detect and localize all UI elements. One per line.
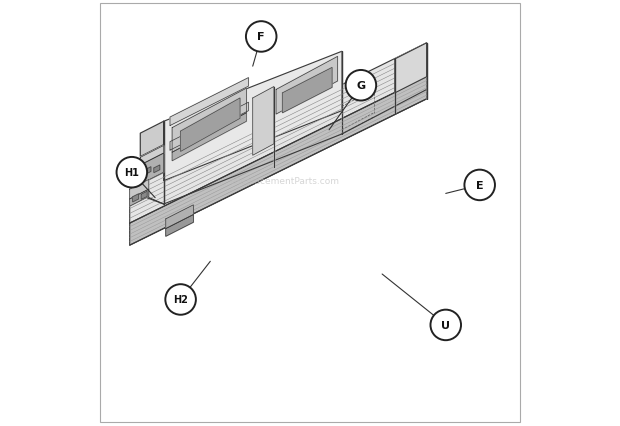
Circle shape xyxy=(246,22,277,52)
Polygon shape xyxy=(172,114,246,161)
Polygon shape xyxy=(180,99,240,152)
Circle shape xyxy=(430,310,461,340)
Polygon shape xyxy=(130,190,149,207)
Polygon shape xyxy=(170,103,249,151)
Polygon shape xyxy=(170,78,249,126)
Polygon shape xyxy=(283,68,332,114)
Polygon shape xyxy=(253,87,274,156)
Polygon shape xyxy=(140,154,164,184)
Polygon shape xyxy=(140,122,164,157)
Polygon shape xyxy=(133,194,139,202)
Polygon shape xyxy=(166,215,193,237)
Text: G: G xyxy=(356,81,365,91)
Polygon shape xyxy=(140,146,164,166)
Polygon shape xyxy=(154,166,160,173)
Polygon shape xyxy=(146,167,151,175)
Text: F: F xyxy=(257,32,265,42)
Polygon shape xyxy=(276,57,337,115)
Polygon shape xyxy=(395,44,427,94)
Text: U: U xyxy=(441,320,450,330)
Polygon shape xyxy=(172,89,246,153)
Polygon shape xyxy=(166,205,193,229)
Circle shape xyxy=(464,170,495,201)
Text: H1: H1 xyxy=(125,168,140,178)
Polygon shape xyxy=(130,180,149,199)
Polygon shape xyxy=(130,44,427,224)
Circle shape xyxy=(117,158,147,188)
Polygon shape xyxy=(141,192,147,200)
Text: eReplacementParts.com: eReplacementParts.com xyxy=(229,177,340,186)
Circle shape xyxy=(345,71,376,101)
Circle shape xyxy=(166,285,196,315)
Polygon shape xyxy=(130,78,427,245)
Polygon shape xyxy=(164,52,342,181)
Text: H2: H2 xyxy=(173,295,188,305)
Text: E: E xyxy=(476,181,484,190)
